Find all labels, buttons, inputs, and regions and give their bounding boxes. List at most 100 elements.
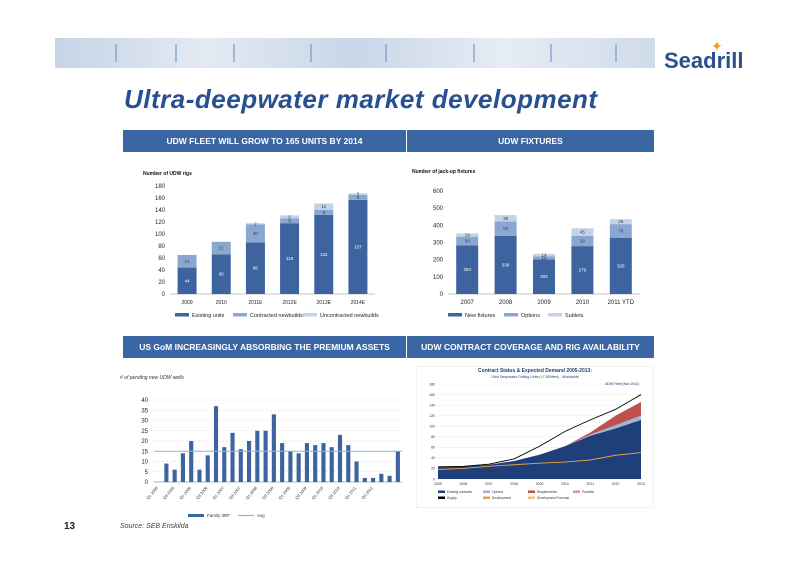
legend-swatch <box>303 313 317 317</box>
bar <box>213 406 219 482</box>
chart-title: Contract Status & Expected Demand 2005-2… <box>478 368 592 374</box>
x-tick-label: Q1 2009 <box>277 485 291 501</box>
bar <box>362 477 367 482</box>
x-tick-label: 2007 <box>461 300 475 306</box>
legend-label: Options <box>521 313 540 319</box>
x-tick-label: Q3 2009 <box>294 485 308 501</box>
bar-segment <box>314 214 334 294</box>
bar-segment <box>177 255 197 268</box>
y-tick-label: 140 <box>429 403 435 407</box>
bar <box>346 445 351 482</box>
bar <box>329 447 334 482</box>
udw-fixtures-chart: Number of jack-up fixtures 0 100 200 300 400 5… <box>412 169 640 319</box>
bar-segment <box>571 246 594 294</box>
supply-line <box>437 394 642 468</box>
bar-segment <box>494 221 517 236</box>
bar <box>238 449 243 482</box>
gom-wells-chart: # of pending new UDW wells 0 5 10 15 20 25 30 35… <box>120 375 402 518</box>
y-tick-label: 20 <box>431 467 435 471</box>
legend-label: Avg <box>257 513 265 518</box>
data-label: 83 <box>503 226 509 231</box>
banner-rig-glyph <box>473 44 481 62</box>
banner-rig-glyph <box>550 44 558 62</box>
y-tick-label: 120 <box>155 220 166 226</box>
y-tick-label: 40 <box>141 398 148 404</box>
data-label: 132 <box>320 252 328 257</box>
bar <box>205 455 210 482</box>
y-tick-label: 60 <box>158 256 165 262</box>
area-series <box>438 419 641 479</box>
legend-label: Requirements <box>537 490 557 494</box>
bar-segment <box>348 199 368 294</box>
x-tick-label: 2007 <box>485 482 493 486</box>
x-tick-label: Q1 2008 <box>244 485 258 501</box>
x-tick-label: 2013E <box>317 300 332 306</box>
data-label: 50 <box>465 238 471 243</box>
x-tick-label: 2009 <box>182 300 193 306</box>
data-label: 8 <box>288 218 291 223</box>
legend-swatch <box>483 496 490 499</box>
legend-label: Existing units <box>192 313 225 319</box>
bar <box>371 477 376 482</box>
x-tick-label: Q3 2010 <box>327 485 341 501</box>
data-label: 86 <box>253 266 259 271</box>
bar-segment <box>494 235 517 294</box>
bar-segment <box>177 267 197 294</box>
x-tick-label: Q3 2007 <box>228 485 242 501</box>
chart-annotation: UDW Fleet (Nov 2011) <box>605 382 639 386</box>
bar-segment <box>533 256 555 260</box>
y-tick-label: 100 <box>433 275 444 281</box>
x-tick-label: 2008 <box>510 482 518 486</box>
data-label: 79 <box>618 228 624 233</box>
data-label: 45 <box>580 230 586 235</box>
legend-label: Options <box>492 490 503 494</box>
legend-swatch <box>188 514 204 517</box>
x-tick-label: Q3 2011 <box>360 485 374 500</box>
x-tick-label: 2006 <box>459 482 467 486</box>
source-note: Source: SEB Enskilda <box>120 523 189 530</box>
legend-swatch <box>483 490 490 493</box>
banner-rig-glyph <box>233 44 241 62</box>
data-label: 21 <box>185 259 191 264</box>
x-tick-label: 2005 <box>434 482 442 486</box>
chart-subtitle: Ultra Deepwater Drilling Units (>7,500fe… <box>491 375 579 379</box>
data-label: 5 <box>288 214 291 219</box>
y-tick-label: 100 <box>155 232 166 238</box>
x-tick-label: Q1 2007 <box>211 485 225 501</box>
x-tick-label: Q3 2005 <box>162 485 176 501</box>
x-tick-label: 2012E <box>282 300 297 306</box>
y-tick-label: 100 <box>429 425 435 429</box>
bar-segment <box>456 236 479 246</box>
bar <box>271 414 276 482</box>
data-label: 8 <box>357 195 360 200</box>
bar-segment <box>609 237 632 294</box>
data-label: 30 <box>253 231 259 236</box>
x-tick-label: Q1 2010 <box>311 485 325 501</box>
bar-segment <box>609 224 632 238</box>
section-header-fleet: UDW FLEET WILL GROW TO 165 UNITS BY 2014 <box>123 130 406 152</box>
bar <box>337 434 343 482</box>
legend-swatch <box>233 313 247 317</box>
x-tick-label: 2011E <box>248 300 263 306</box>
bar-segment <box>280 223 300 294</box>
data-label: 38 <box>503 216 509 221</box>
x-tick-label: 2013 <box>637 482 645 486</box>
legend-swatch <box>528 490 535 493</box>
legend-swatch <box>504 313 518 317</box>
y-axis-label: # of pending new UDW wells <box>120 375 184 381</box>
bar-segment <box>280 215 300 219</box>
x-tick-label: 2008 <box>499 300 513 306</box>
bar-segment <box>533 259 555 294</box>
data-label: 157 <box>354 244 362 249</box>
legend-label: New fixtures <box>465 313 496 319</box>
bar <box>255 430 260 482</box>
y-tick-label: 180 <box>155 184 166 190</box>
bar-segment <box>314 210 334 215</box>
section-header-coverage: UDW CONTRACT COVERAGE AND RIG AVAILABILI… <box>407 336 654 358</box>
bar-segment <box>571 228 594 236</box>
legend-label: Development Forecast <box>537 496 569 500</box>
y-tick-label: 600 <box>433 189 444 195</box>
legend-swatch <box>438 496 445 499</box>
x-tick-label: 2010 <box>576 300 590 306</box>
data-label: 279 <box>579 268 587 273</box>
